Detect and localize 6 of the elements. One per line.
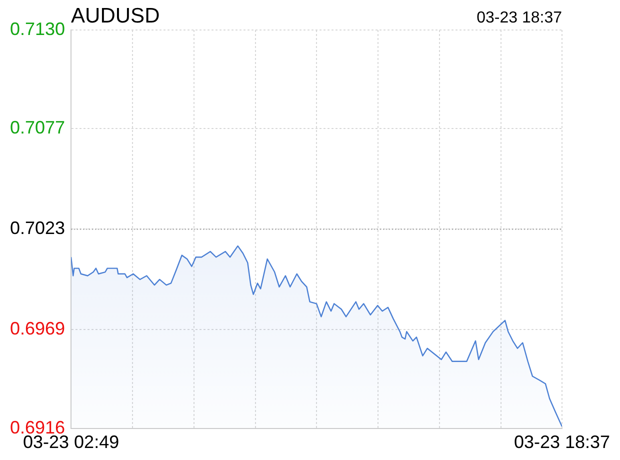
y-tick-label: 0.7077 bbox=[10, 118, 66, 138]
chart-title: AUDUSD bbox=[71, 4, 160, 28]
y-tick-label: 0.7130 bbox=[10, 18, 66, 39]
y-tick-label: 0.6969 bbox=[10, 318, 66, 339]
chart-subtitle: 03-23 18:37 bbox=[476, 9, 562, 26]
y-tick-label: 0.7023 bbox=[10, 218, 66, 238]
